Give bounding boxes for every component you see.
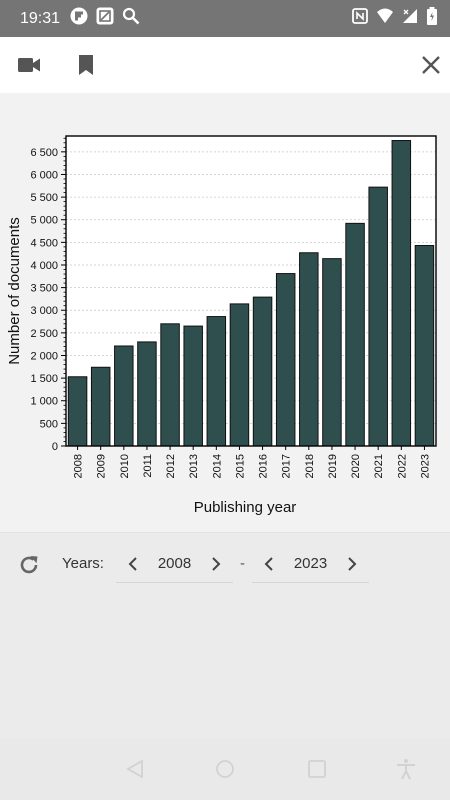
bar bbox=[229, 303, 250, 447]
x-tick-label: 2021 bbox=[373, 454, 385, 478]
bar bbox=[114, 345, 134, 447]
bar bbox=[414, 245, 435, 447]
y-tick-label: 3 500 bbox=[30, 283, 58, 295]
y-tick-label: 4 500 bbox=[30, 237, 58, 249]
year-range-separator: - bbox=[240, 555, 245, 572]
x-tick-label: 2012 bbox=[165, 454, 177, 478]
y-tick-label: 1 000 bbox=[30, 396, 58, 408]
y-tick-label: 500 bbox=[40, 418, 58, 430]
y-tick-label: 4 000 bbox=[30, 260, 58, 272]
bar bbox=[183, 325, 203, 447]
chevron-right-icon[interactable] bbox=[209, 556, 223, 571]
search-icon bbox=[122, 7, 140, 30]
nfc-icon bbox=[352, 8, 368, 29]
close-icon[interactable] bbox=[419, 53, 443, 77]
x-tick-label: 2009 bbox=[96, 454, 108, 478]
navigation-bar bbox=[0, 738, 450, 800]
y-tick-label: 0 bbox=[52, 441, 58, 453]
screenshot-icon bbox=[96, 7, 114, 30]
bar bbox=[322, 258, 342, 447]
y-tick-label: 5 500 bbox=[30, 192, 58, 204]
wifi-icon bbox=[376, 8, 394, 29]
x-tick-label: 2023 bbox=[419, 454, 431, 478]
refresh-icon[interactable] bbox=[17, 553, 41, 577]
bar bbox=[368, 186, 388, 447]
from-year-value: 2008 bbox=[157, 555, 192, 572]
toolbar bbox=[0, 37, 450, 93]
x-tick-label: 2008 bbox=[73, 454, 85, 478]
bar bbox=[345, 222, 365, 447]
video-camera-icon[interactable] bbox=[17, 53, 41, 77]
y-tick-label: 6 500 bbox=[30, 147, 58, 159]
y-tick-label: 6 000 bbox=[30, 169, 58, 181]
bar bbox=[252, 296, 273, 447]
bookmark-icon[interactable] bbox=[74, 53, 98, 77]
back-icon[interactable] bbox=[124, 758, 146, 780]
x-tick-label: 2014 bbox=[211, 454, 223, 478]
x-tick-label: 2013 bbox=[188, 454, 200, 478]
y-tick-label: 2 500 bbox=[30, 328, 58, 340]
chevron-left-icon[interactable] bbox=[126, 556, 140, 571]
recents-icon[interactable] bbox=[306, 758, 328, 780]
to-year-picker: 2023 bbox=[252, 545, 369, 583]
chart-panel: 0 500 1 000 1 500 2 000 2 500 3 000 3 500 4 000 4… bbox=[0, 93, 450, 533]
y-axis-label: Number of documents bbox=[6, 217, 23, 365]
x-tick-label: 2010 bbox=[119, 454, 131, 478]
x-tick-label: 2022 bbox=[396, 454, 408, 478]
chevron-left-icon[interactable] bbox=[262, 556, 276, 571]
from-year-picker: 2008 bbox=[116, 545, 233, 583]
bar bbox=[391, 140, 412, 447]
bar-chart: 0 500 1 000 1 500 2 000 2 500 3 000 3 500 4 000 4… bbox=[6, 135, 437, 516]
bar bbox=[67, 376, 88, 447]
bar bbox=[206, 316, 227, 447]
bar bbox=[137, 341, 157, 447]
years-label: Years: bbox=[62, 555, 104, 572]
y-tick-label: 5 000 bbox=[30, 215, 58, 227]
to-year-value: 2023 bbox=[293, 555, 328, 572]
signal-icon bbox=[402, 8, 418, 29]
flipboard-icon bbox=[70, 7, 88, 30]
home-icon[interactable] bbox=[214, 758, 236, 780]
plot-frame bbox=[65, 135, 437, 447]
bar bbox=[90, 366, 111, 447]
x-tick-label: 2020 bbox=[350, 454, 362, 478]
y-tick-label: 3 000 bbox=[30, 305, 58, 317]
x-tick-label: 2019 bbox=[327, 454, 339, 478]
x-tick-label: 2016 bbox=[258, 454, 270, 478]
y-tick-label: 2 000 bbox=[30, 350, 58, 362]
x-tick-label: 2015 bbox=[234, 454, 246, 478]
accessibility-icon[interactable] bbox=[395, 758, 417, 780]
y-tick-label: 1 500 bbox=[30, 373, 58, 385]
x-tick-label: 2018 bbox=[304, 454, 316, 478]
x-tick-label: 2011 bbox=[142, 454, 154, 478]
status-bar: 19:31 bbox=[0, 0, 450, 37]
battery-icon bbox=[426, 7, 438, 30]
chevron-right-icon[interactable] bbox=[345, 556, 359, 571]
status-time: 19:31 bbox=[20, 9, 61, 27]
year-controls: Years: 2008 - 2023 bbox=[0, 533, 450, 598]
bar bbox=[275, 273, 296, 447]
x-tick-label: 2017 bbox=[281, 454, 293, 478]
x-axis-label: Publishing year bbox=[194, 499, 297, 516]
bar bbox=[299, 252, 319, 447]
bar bbox=[160, 323, 180, 447]
